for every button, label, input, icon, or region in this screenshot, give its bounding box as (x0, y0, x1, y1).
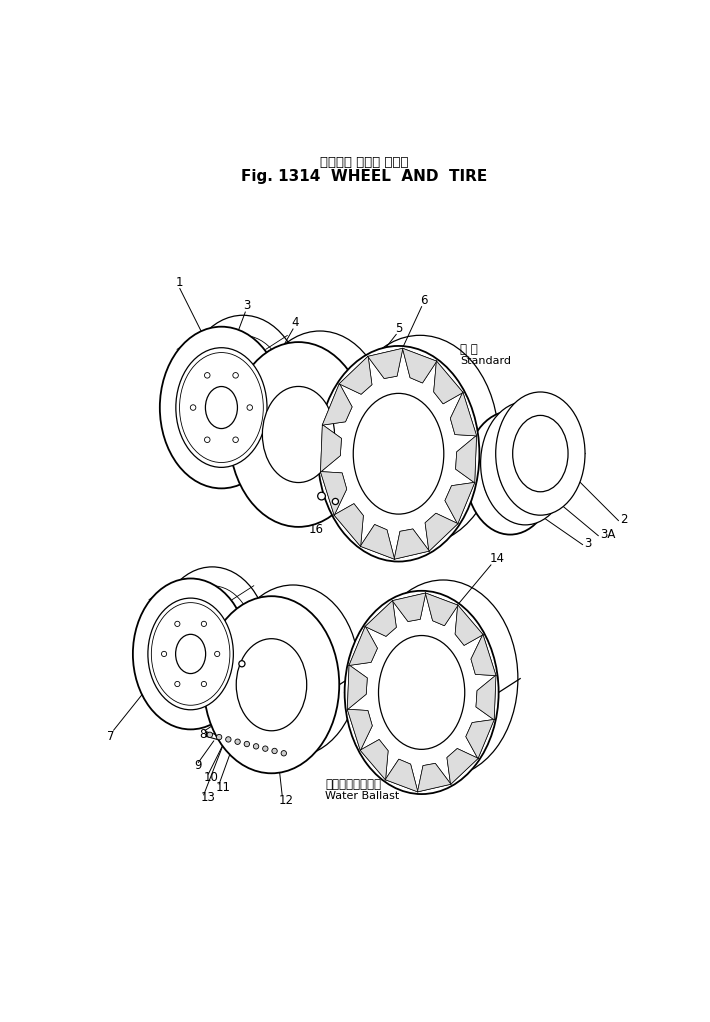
Polygon shape (445, 482, 475, 524)
Ellipse shape (481, 402, 570, 525)
Circle shape (202, 621, 207, 626)
Polygon shape (347, 665, 367, 709)
Circle shape (202, 682, 207, 687)
Circle shape (281, 750, 287, 756)
Polygon shape (360, 740, 388, 780)
Ellipse shape (148, 598, 234, 710)
Text: 15: 15 (289, 515, 304, 528)
Text: ウォータバラスト: ウォータバラスト (325, 779, 381, 791)
Circle shape (244, 741, 249, 747)
Text: 9: 9 (195, 759, 202, 772)
Polygon shape (434, 361, 463, 404)
Polygon shape (334, 504, 364, 547)
Circle shape (190, 405, 196, 410)
Ellipse shape (378, 636, 465, 749)
Circle shape (239, 660, 245, 666)
Circle shape (207, 732, 212, 738)
Text: 11: 11 (216, 781, 231, 794)
Text: Fig. 1314  WHEEL  AND  TIRE: Fig. 1314 WHEEL AND TIRE (241, 169, 487, 184)
Polygon shape (425, 513, 458, 551)
Ellipse shape (175, 635, 206, 673)
Ellipse shape (180, 353, 263, 463)
Text: Standard: Standard (460, 357, 511, 366)
Ellipse shape (205, 386, 237, 428)
Text: 3: 3 (243, 299, 251, 313)
Circle shape (233, 373, 239, 378)
Polygon shape (456, 435, 476, 482)
Ellipse shape (236, 639, 307, 731)
Ellipse shape (133, 578, 248, 730)
Circle shape (161, 651, 167, 656)
Polygon shape (339, 357, 372, 394)
Text: 14: 14 (489, 552, 504, 565)
Polygon shape (403, 349, 437, 383)
Polygon shape (394, 529, 430, 559)
Ellipse shape (483, 434, 538, 511)
Circle shape (247, 405, 253, 410)
Polygon shape (466, 719, 494, 758)
Polygon shape (322, 383, 352, 425)
Ellipse shape (317, 345, 479, 561)
Text: 1: 1 (176, 276, 183, 289)
Polygon shape (320, 471, 346, 515)
Polygon shape (360, 524, 395, 559)
Ellipse shape (176, 347, 267, 467)
Polygon shape (447, 748, 479, 785)
Text: 5: 5 (395, 322, 402, 335)
Ellipse shape (160, 327, 283, 489)
Polygon shape (349, 626, 378, 665)
Circle shape (253, 744, 258, 749)
Circle shape (214, 651, 220, 656)
Ellipse shape (513, 415, 568, 492)
Text: 10: 10 (204, 771, 219, 784)
Polygon shape (365, 601, 396, 637)
Text: 4: 4 (292, 317, 299, 329)
Text: 7: 7 (107, 730, 115, 743)
Ellipse shape (344, 591, 498, 794)
Ellipse shape (496, 392, 585, 515)
Circle shape (332, 499, 339, 505)
Text: Water Ballast: Water Ballast (325, 791, 400, 801)
Ellipse shape (263, 386, 334, 482)
Text: 8: 8 (199, 728, 206, 741)
Text: 6: 6 (420, 294, 427, 307)
Text: 16: 16 (308, 522, 324, 536)
Ellipse shape (354, 393, 444, 514)
Circle shape (217, 735, 222, 740)
Text: 13: 13 (201, 791, 216, 804)
Text: 2: 2 (620, 513, 628, 525)
Text: 3: 3 (584, 537, 591, 550)
Polygon shape (368, 349, 403, 378)
Ellipse shape (498, 425, 553, 502)
Polygon shape (471, 635, 496, 676)
Ellipse shape (204, 596, 339, 774)
Polygon shape (455, 605, 483, 645)
Circle shape (175, 682, 180, 687)
Polygon shape (320, 424, 342, 472)
Ellipse shape (151, 603, 230, 705)
Circle shape (272, 748, 277, 753)
Text: 12: 12 (278, 794, 293, 807)
Polygon shape (425, 593, 458, 625)
Circle shape (233, 437, 239, 443)
Circle shape (317, 493, 325, 500)
Polygon shape (450, 392, 476, 436)
Polygon shape (393, 593, 426, 621)
Polygon shape (347, 709, 372, 750)
Ellipse shape (466, 412, 555, 535)
Circle shape (204, 437, 210, 443)
Polygon shape (386, 759, 418, 792)
Circle shape (235, 739, 240, 744)
Circle shape (204, 373, 210, 378)
Circle shape (226, 737, 231, 742)
Text: ホイール および タイヤ: ホイール および タイヤ (320, 156, 408, 170)
Ellipse shape (229, 342, 368, 527)
Polygon shape (476, 676, 496, 719)
Text: 標 準: 標 準 (460, 343, 478, 357)
Text: 3A: 3A (600, 527, 615, 541)
Circle shape (175, 621, 180, 626)
Polygon shape (417, 763, 451, 792)
Circle shape (263, 746, 268, 751)
